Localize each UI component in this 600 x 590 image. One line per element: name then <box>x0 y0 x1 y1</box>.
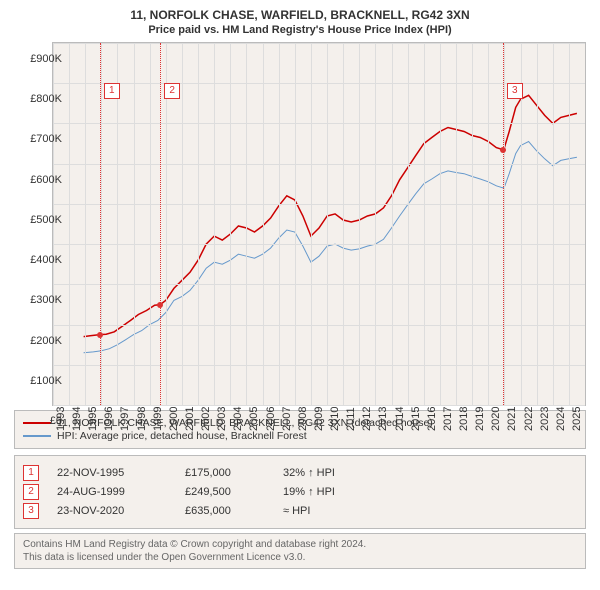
row-date: 23-NOV-2020 <box>57 505 167 517</box>
x-axis-label: 2002 <box>200 407 212 431</box>
y-axis-label: £900K <box>12 53 62 65</box>
legend-label: HPI: Average price, detached house, Brac… <box>57 430 307 442</box>
y-axis-label: £600K <box>12 174 62 186</box>
x-axis-label: 1997 <box>119 407 131 431</box>
row-hpi-relation: ≈ HPI <box>283 505 310 517</box>
row-badge: 3 <box>23 503 39 519</box>
row-hpi-relation: 19% ↑ HPI <box>283 486 335 498</box>
x-axis-label: 1993 <box>55 407 67 431</box>
x-axis-label: 2008 <box>297 407 309 431</box>
row-price: £175,000 <box>185 467 265 479</box>
x-axis-label: 2017 <box>442 407 454 431</box>
row-hpi-relation: 32% ↑ HPI <box>283 467 335 479</box>
row-date: 22-NOV-1995 <box>57 467 167 479</box>
x-axis-label: 2001 <box>184 407 196 431</box>
sale-badge-2: 2 <box>164 83 180 99</box>
x-axis-label: 2006 <box>265 407 277 431</box>
x-axis-label: 2000 <box>168 407 180 431</box>
row-date: 24-AUG-1999 <box>57 486 167 498</box>
legend-row: HPI: Average price, detached house, Brac… <box>23 430 577 442</box>
x-axis-label: 1999 <box>152 407 164 431</box>
x-axis-label: 2003 <box>216 407 228 431</box>
x-axis-label: 1994 <box>71 407 83 431</box>
y-axis-label: £500K <box>12 214 62 226</box>
page-subtitle: Price paid vs. HM Land Registry's House … <box>0 24 600 36</box>
x-axis-label: 2025 <box>571 407 583 431</box>
footer-attribution: Contains HM Land Registry data © Crown c… <box>14 533 586 569</box>
x-axis-label: 2019 <box>474 407 486 431</box>
x-axis-label: 1995 <box>87 407 99 431</box>
footer-line-1: Contains HM Land Registry data © Crown c… <box>23 538 577 551</box>
x-axis-label: 1996 <box>103 407 115 431</box>
y-axis-label: £100K <box>12 375 62 387</box>
legend-swatch <box>23 435 51 437</box>
x-axis-label: 2018 <box>458 407 470 431</box>
x-axis-label: 2023 <box>539 407 551 431</box>
x-axis-label: 2021 <box>506 407 518 431</box>
row-badge: 1 <box>23 465 39 481</box>
sale-badge-3: 3 <box>507 83 523 99</box>
sale-marker-1 <box>97 332 103 338</box>
x-axis-label: 2022 <box>523 407 535 431</box>
y-axis-label: £300K <box>12 294 62 306</box>
table-row: 1 22-NOV-1995 £175,000 32% ↑ HPI <box>23 465 577 481</box>
x-axis-label: 2011 <box>345 407 357 431</box>
x-axis-label: 2010 <box>329 407 341 431</box>
footer-line-2: This data is licensed under the Open Gov… <box>23 551 577 564</box>
x-axis-label: 2005 <box>248 407 260 431</box>
x-axis-label: 2020 <box>490 407 502 431</box>
x-axis-label: 2014 <box>394 407 406 431</box>
x-axis-label: 2016 <box>426 407 438 431</box>
sale-badge-1: 1 <box>104 83 120 99</box>
page-title: 11, NORFOLK CHASE, WARFIELD, BRACKNELL, … <box>0 8 600 22</box>
y-axis-label: £400K <box>12 254 62 266</box>
row-price: £635,000 <box>185 505 265 517</box>
x-axis-label: 2004 <box>232 407 244 431</box>
x-axis-label: 2024 <box>555 407 567 431</box>
sales-table: 1 22-NOV-1995 £175,000 32% ↑ HPI 2 24-AUG-199… <box>14 455 586 529</box>
y-axis-label: £200K <box>12 335 62 347</box>
x-axis-label: 2009 <box>313 407 325 431</box>
price-chart: 1 2 3 <box>52 42 586 406</box>
x-axis-label: 1998 <box>136 407 148 431</box>
x-axis-label: 2015 <box>410 407 422 431</box>
y-axis-label: £800K <box>12 93 62 105</box>
x-axis-label: 2007 <box>281 407 293 431</box>
sale-marker-3 <box>500 147 506 153</box>
x-axis-label: 2012 <box>361 407 373 431</box>
sale-marker-2 <box>157 302 163 308</box>
x-axis-label: 2013 <box>377 407 389 431</box>
row-badge: 2 <box>23 484 39 500</box>
table-row: 3 23-NOV-2020 £635,000 ≈ HPI <box>23 503 577 519</box>
table-row: 2 24-AUG-1999 £249,500 19% ↑ HPI <box>23 484 577 500</box>
row-price: £249,500 <box>185 486 265 498</box>
y-axis-label: £700K <box>12 133 62 145</box>
